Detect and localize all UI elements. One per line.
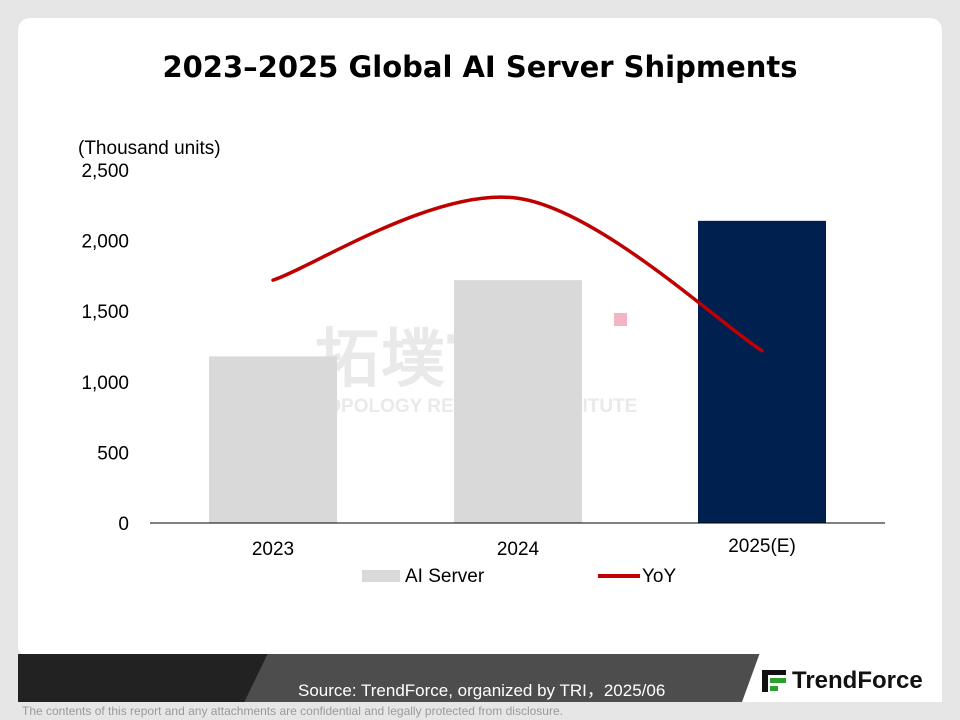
trendforce-icon (762, 670, 786, 692)
y-tick-label: 1,500 (81, 302, 129, 323)
legend-label-ai-server: AI Server (405, 566, 485, 587)
pink-marker (614, 313, 627, 326)
source-note: Source: TrendForce, organized by TRI，202… (298, 681, 666, 700)
legend: AI Server YoY (362, 566, 676, 587)
x-tick-label: 2024 (497, 539, 540, 560)
y-axis-unit-label: (Thousand units) (78, 138, 221, 159)
y-tick-label: 0 (118, 514, 129, 535)
legend-swatch-ai-server (362, 570, 400, 582)
bar-2023 (209, 356, 337, 523)
y-tick-label: 500 (97, 443, 129, 464)
y-tick-label: 2,500 (81, 161, 129, 182)
y-tick-label: 1,000 (81, 373, 129, 394)
bar-2024 (454, 280, 582, 523)
legend-label-yoy: YoY (642, 566, 676, 587)
x-tick-label: 2023 (252, 539, 294, 560)
y-tick-label: 2,000 (81, 232, 129, 253)
yoy-line (271, 195, 764, 353)
x-tick-label: 2025(E) (728, 536, 796, 557)
brand-name: TrendForce (792, 667, 923, 694)
chart-title: 2023–2025 Global AI Server Shipments (162, 50, 798, 84)
bar-2025-e (698, 220, 826, 523)
disclaimer: The contents of this report and any atta… (22, 704, 563, 718)
trendforce-logo: TrendForce (760, 666, 923, 696)
